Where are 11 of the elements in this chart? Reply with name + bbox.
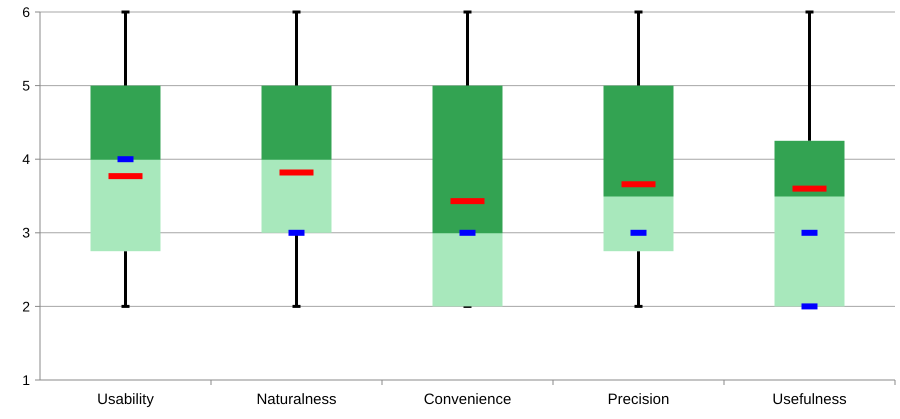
y-tick-label: 4: [22, 151, 30, 168]
y-tick-label: 6: [22, 4, 30, 20]
x-tick-label: Convenience: [424, 391, 512, 408]
y-tick-label: 2: [22, 298, 30, 314]
x-tick-label: Usability: [97, 391, 154, 408]
x-tick-label: Usefulness: [772, 391, 847, 408]
y-tick-label: 5: [22, 78, 30, 94]
x-tick-label: Naturalness: [256, 391, 337, 408]
x-tick-label: Precision: [608, 391, 670, 408]
y-tick-label: 1: [22, 372, 30, 388]
y-tick-label: 3: [22, 224, 30, 241]
